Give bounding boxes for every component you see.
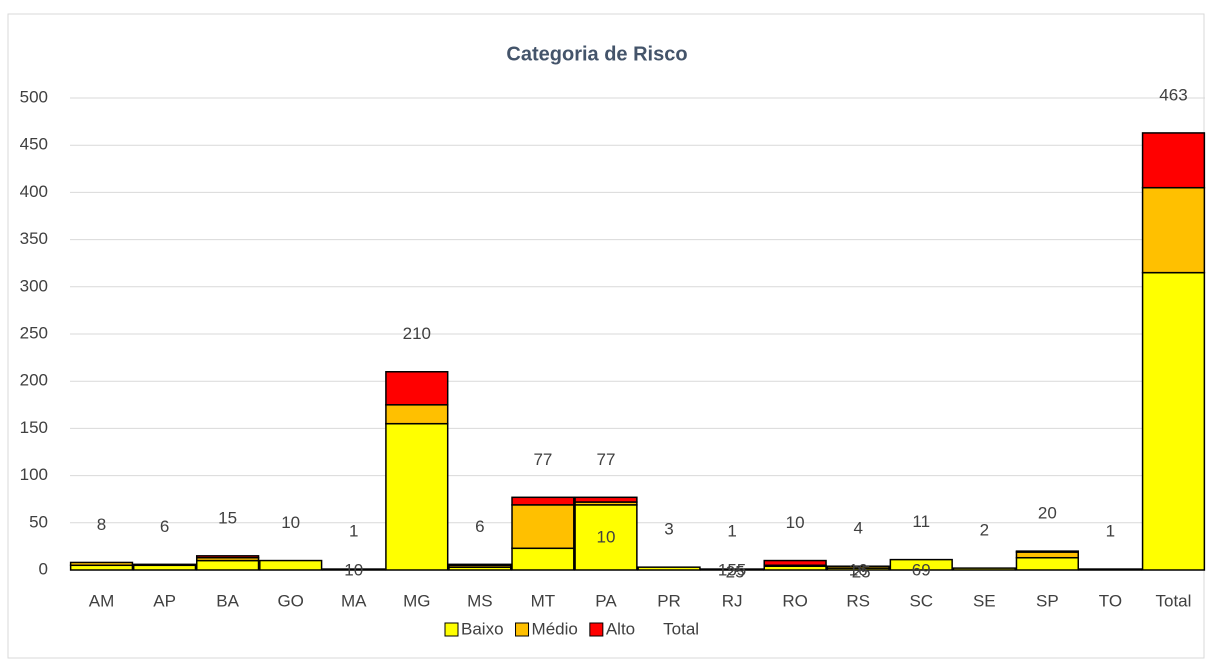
total-label: 1: [727, 522, 736, 541]
bar-segment: [511, 496, 575, 506]
x-tick-label: SP: [1036, 591, 1059, 610]
x-tick-label: MG: [403, 591, 430, 610]
bar-segment: [826, 565, 890, 569]
bar-segment: [889, 558, 953, 571]
x-tick-label: SE: [973, 591, 996, 610]
total-label: 6: [475, 517, 484, 536]
bar-segment: [259, 559, 323, 571]
y-tick-label: 0: [39, 559, 48, 578]
bar-segment: [574, 496, 638, 503]
legend-label: Baixo: [461, 619, 504, 638]
total-label: 1: [349, 522, 358, 541]
bar-segment: [385, 422, 449, 571]
bar-segment: [511, 547, 575, 571]
x-tick-label: MT: [531, 591, 556, 610]
legend-swatch: [444, 622, 459, 637]
legend-label: Alto: [606, 619, 635, 638]
y-tick-label: 250: [20, 323, 48, 342]
y-tick-label: 450: [20, 135, 48, 154]
x-tick-label: BA: [216, 591, 239, 610]
total-label: 11: [912, 512, 930, 531]
y-tick-label: 50: [29, 512, 48, 531]
total-label: 1: [1106, 522, 1115, 541]
bar-segment: [1141, 271, 1206, 571]
total-label: 77: [533, 450, 552, 469]
bar-segment: [195, 555, 260, 559]
total-label: 463: [1159, 85, 1187, 104]
bar-segment: [1078, 568, 1143, 571]
x-tick-label: Total: [1156, 591, 1192, 610]
x-tick-label: MS: [467, 591, 493, 610]
bar-segment: [763, 559, 827, 567]
chart-title: Categoria de Risco: [506, 43, 687, 65]
total-label: 15: [218, 508, 237, 527]
bar-segment: [574, 504, 638, 571]
bar-segment: [1141, 132, 1206, 189]
bar-segment: [1015, 551, 1080, 559]
total-label: 8: [97, 515, 106, 534]
total-label: 10: [786, 513, 805, 532]
total-label: 4: [853, 519, 862, 538]
total-label: 3: [664, 520, 673, 539]
y-tick-label: 150: [20, 418, 48, 437]
legend-swatch: [515, 622, 530, 637]
y-tick-label: 500: [20, 87, 48, 106]
x-tick-label: SC: [909, 591, 933, 610]
annotation: 16: [849, 560, 868, 579]
y-tick-label: 400: [20, 182, 48, 201]
x-tick-label: RO: [782, 591, 808, 610]
bar-segment: [1015, 556, 1080, 571]
bar-segment: [385, 404, 449, 425]
y-tick-label: 100: [20, 465, 48, 484]
legend-label: Total: [663, 619, 699, 638]
x-tick-label: RS: [846, 591, 870, 610]
bar-segment: [385, 371, 449, 406]
bar-segment: [511, 504, 575, 550]
x-tick-label: PA: [595, 591, 617, 610]
x-tick-label: PR: [657, 591, 681, 610]
total-label: 20: [1038, 504, 1057, 523]
x-tick-label: TO: [1099, 591, 1122, 610]
total-label: 2: [980, 521, 989, 540]
bar-segment: [952, 567, 1016, 571]
bar-segment: [700, 568, 764, 571]
y-tick-label: 300: [20, 276, 48, 295]
annotation: 25: [726, 562, 745, 581]
bar-segment: [637, 566, 701, 571]
bar-segment: [195, 559, 260, 571]
annotation: 69: [912, 560, 931, 579]
legend-label: Médio: [532, 619, 578, 638]
x-tick-label: RJ: [722, 591, 743, 610]
bar-segment: [448, 563, 512, 567]
annotation: 10: [597, 527, 616, 546]
bar-segment: [132, 563, 197, 567]
x-tick-label: AM: [89, 591, 115, 610]
total-label: 77: [597, 450, 616, 469]
annotation: 155: [718, 560, 746, 579]
y-tick-label: 350: [20, 229, 48, 248]
bar-segment: [322, 568, 386, 571]
bar-segment: [69, 561, 134, 567]
bar-segment: [1141, 186, 1206, 274]
y-tick-label: 200: [20, 371, 48, 390]
total-label: 10: [281, 513, 300, 532]
x-tick-label: MA: [341, 591, 367, 610]
annotation: 10: [344, 560, 363, 579]
x-tick-label: AP: [153, 591, 176, 610]
total-label: 210: [403, 324, 431, 343]
x-tick-label: GO: [277, 591, 303, 610]
total-label: 6: [160, 517, 169, 536]
annotation: 25: [852, 562, 871, 581]
bar-segment: [1015, 550, 1080, 553]
legend-swatch: [589, 622, 604, 637]
